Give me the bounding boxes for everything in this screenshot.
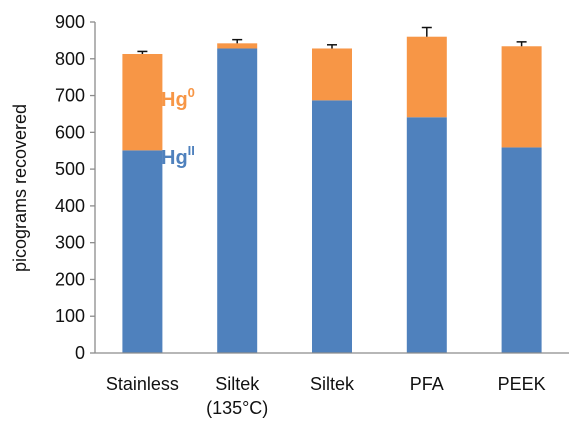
x-tick-label: Stainless [106,374,179,394]
bar-segment-hg2 [122,150,163,353]
bar-segment-hg2 [312,100,352,353]
x-tick-label: PFA [410,374,444,394]
bar-segment-hg0 [406,36,447,118]
bar-segment-hg0 [312,48,352,101]
y-tick-label: 400 [55,196,85,216]
bar-segment-hg0 [122,53,163,151]
hg2-annotation-base: Hg [161,147,188,169]
y-tick-label: 100 [55,306,85,326]
hg0-annotation-sup: 0 [188,85,195,100]
hg0-annotation-base: Hg [161,89,188,111]
x-tick-label: Siltek [310,374,355,394]
y-tick-label: 900 [55,12,85,32]
bar-segment-hg2 [501,147,542,353]
y-axis: 0 100 200 300 400 500 600 700 800 900 [55,12,96,363]
bar-segment-hg0 [217,43,258,49]
bar-segment-hg2 [406,117,447,353]
bars [122,26,542,353]
x-tick-label: (135°C) [206,398,268,418]
y-axis-label: picograms recovered [10,104,30,272]
y-tick-label: 500 [55,159,85,179]
y-tick-label: 0 [75,343,85,363]
x-tick-label: Siltek [215,374,260,394]
hg2-annotation-sup: II [188,143,195,158]
y-tick-label: 600 [55,122,85,142]
x-axis: Stainless Siltek (135°C) Siltek PFA PEEK [95,352,569,418]
x-tick-label: PEEK [498,374,546,394]
bar-segment-hg0 [501,46,542,148]
hg2-annotation: HgII [161,143,195,169]
bar-segment-hg2 [217,48,258,353]
hg0-annotation: Hg0 [161,85,195,111]
y-tick-label: 300 [55,233,85,253]
y-tick-label: 200 [55,269,85,289]
y-tick-label: 700 [55,86,85,106]
y-tick-label: 800 [55,49,85,69]
